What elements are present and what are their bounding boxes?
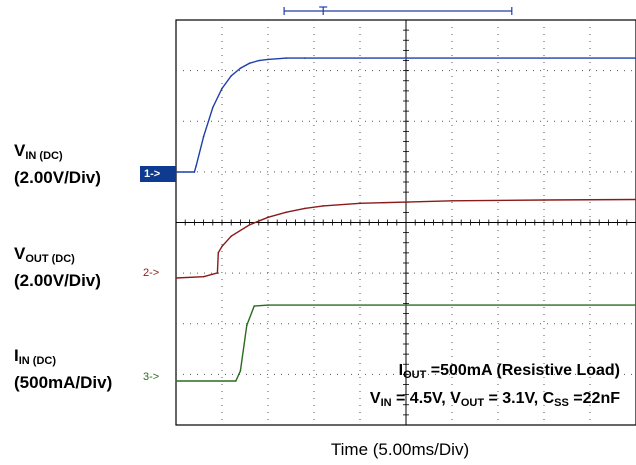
data-point-channel-2: [217, 251, 220, 254]
data-point-channel-2: [221, 245, 223, 248]
data-point-channel-3: [239, 370, 242, 372]
data-point-channel-3: [267, 304, 269, 306]
data-point-channel-2: [359, 202, 361, 205]
conditions-annotation: VIN = 4.5V, VOUT = 3.1V, CSS =22nF: [369, 390, 620, 409]
data-point-channel-3: [175, 380, 177, 382]
data-point-channel-1: [230, 75, 232, 77]
data-point-channel-2: [267, 216, 269, 219]
data-point-channel-3: [253, 305, 255, 307]
data-point-channel-1: [221, 87, 223, 90]
data-point-channel-2: [451, 199, 453, 202]
data-point-channel-3: [235, 380, 237, 382]
data-point-channel-1: [304, 57, 306, 59]
data-point-channel-1: [248, 62, 251, 64]
vin-channel-label: VIN (DC) (2.00V/Div): [14, 141, 101, 187]
data-point-channel-2: [405, 201, 407, 203]
data-point-channel-1: [267, 58, 269, 61]
vout-channel-label: VOUT (DC) (2.00V/Div): [14, 244, 101, 290]
x-axis-label: Time (5.00ms/Div): [330, 440, 470, 459]
vin-scale: (2.00V/Div): [14, 168, 101, 187]
data-point-channel-1: [212, 106, 214, 109]
channel-2-marker: 2->: [143, 267, 160, 279]
trace-channel-1: [176, 57, 636, 173]
data-point-channel-1: [195, 164, 198, 167]
iin-channel-label: IIN (DC) (500mA/Div): [14, 346, 113, 392]
data-point-channel-1: [202, 135, 205, 138]
data-point-channel-3: [246, 324, 248, 327]
data-point-channel-2: [230, 235, 232, 238]
data-point-channel-2: [248, 224, 251, 226]
vout-scale: (2.00V/Div): [14, 271, 101, 290]
data-point-channel-1: [258, 59, 260, 62]
load-annotation: IOUT =500mA (Resistive Load): [398, 362, 620, 381]
data-point-channel-2: [322, 205, 325, 207]
data-point-channel-1: [285, 57, 288, 59]
data-point-channel-1: [239, 67, 242, 70]
data-point-channel-1: [193, 171, 196, 173]
trace-channel-2: [175, 198, 636, 279]
data-point-channel-2: [202, 275, 205, 278]
channel-3-marker: 3->: [143, 371, 160, 383]
data-point-channel-2: [543, 199, 545, 201]
data-point-channel-2: [175, 277, 177, 279]
channel-1-marker: 1->: [140, 166, 176, 182]
data-point-channel-2: [285, 211, 288, 213]
data-point-channel-2: [304, 207, 306, 210]
iin-scale: (500mA/Div): [14, 373, 113, 392]
data-point-channel-2: [216, 272, 219, 274]
